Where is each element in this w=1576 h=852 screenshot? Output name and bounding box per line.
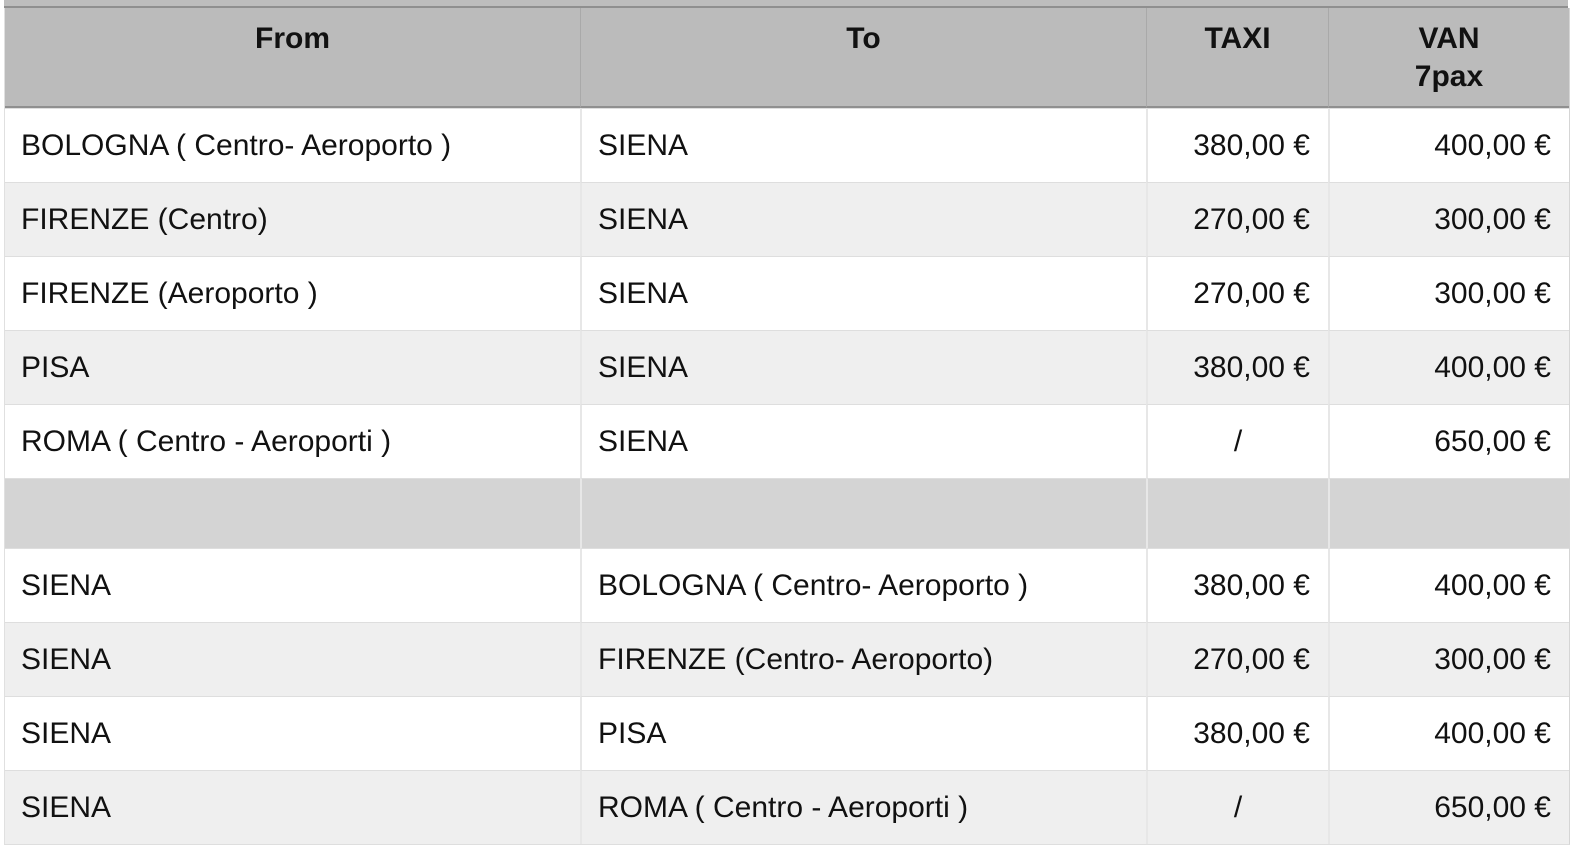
table-row: PISA SIENA 380,00 € 400,00 € xyxy=(5,330,1569,404)
separator-cell xyxy=(5,478,580,548)
table-top-edge xyxy=(4,0,1568,8)
table-row: BOLOGNA ( Centro- Aeroporto ) SIENA 380,… xyxy=(5,108,1569,182)
column-header-from: From xyxy=(5,8,580,108)
table-row: ROMA ( Centro - Aeroporti ) SIENA / 650,… xyxy=(5,404,1569,478)
cell-taxi: 380,00 € xyxy=(1146,548,1328,622)
separator-cell xyxy=(1146,478,1328,548)
separator-cell xyxy=(1328,478,1569,548)
cell-from: PISA xyxy=(5,330,580,404)
transfer-price-table: From To TAXI VAN 7pax BOLOGNA ( Centro- … xyxy=(4,8,1570,845)
cell-taxi: / xyxy=(1146,404,1328,478)
cell-van: 300,00 € xyxy=(1328,182,1569,256)
cell-to: SIENA xyxy=(580,330,1146,404)
cell-taxi: 270,00 € xyxy=(1146,622,1328,696)
cell-to: BOLOGNA ( Centro- Aeroporto ) xyxy=(580,548,1146,622)
cell-van: 650,00 € xyxy=(1328,770,1569,844)
cell-van: 400,00 € xyxy=(1328,696,1569,770)
cell-to: SIENA xyxy=(580,108,1146,182)
cell-from: SIENA xyxy=(5,622,580,696)
table-row: FIRENZE (Aeroporto ) SIENA 270,00 € 300,… xyxy=(5,256,1569,330)
cell-to: PISA xyxy=(580,696,1146,770)
cell-van: 300,00 € xyxy=(1328,622,1569,696)
cell-from: SIENA xyxy=(5,548,580,622)
cell-van: 300,00 € xyxy=(1328,256,1569,330)
table-row: SIENA FIRENZE (Centro- Aeroporto) 270,00… xyxy=(5,622,1569,696)
table-row: SIENA ROMA ( Centro - Aeroporti ) / 650,… xyxy=(5,770,1569,844)
cell-from: SIENA xyxy=(5,770,580,844)
cell-to: SIENA xyxy=(580,256,1146,330)
cell-van: 650,00 € xyxy=(1328,404,1569,478)
column-header-van: VAN 7pax xyxy=(1328,8,1569,108)
column-header-to: To xyxy=(580,8,1146,108)
header-row: From To TAXI VAN 7pax xyxy=(5,8,1569,108)
separator-cell xyxy=(580,478,1146,548)
cell-taxi: 380,00 € xyxy=(1146,696,1328,770)
cell-to: SIENA xyxy=(580,182,1146,256)
cell-van: 400,00 € xyxy=(1328,108,1569,182)
table-row: SIENA PISA 380,00 € 400,00 € xyxy=(5,696,1569,770)
cell-from: FIRENZE (Centro) xyxy=(5,182,580,256)
cell-taxi: / xyxy=(1146,770,1328,844)
cell-from: FIRENZE (Aeroporto ) xyxy=(5,256,580,330)
cell-taxi: 380,00 € xyxy=(1146,108,1328,182)
cell-from: BOLOGNA ( Centro- Aeroporto ) xyxy=(5,108,580,182)
cell-to: SIENA xyxy=(580,404,1146,478)
cell-from: SIENA xyxy=(5,696,580,770)
cell-taxi: 380,00 € xyxy=(1146,330,1328,404)
section-separator-row xyxy=(5,478,1569,548)
cell-taxi: 270,00 € xyxy=(1146,256,1328,330)
column-header-taxi: TAXI xyxy=(1146,8,1328,108)
cell-to: ROMA ( Centro - Aeroporti ) xyxy=(580,770,1146,844)
table-row: FIRENZE (Centro) SIENA 270,00 € 300,00 € xyxy=(5,182,1569,256)
cell-van: 400,00 € xyxy=(1328,548,1569,622)
cell-van: 400,00 € xyxy=(1328,330,1569,404)
cell-taxi: 270,00 € xyxy=(1146,182,1328,256)
table-row: SIENA BOLOGNA ( Centro- Aeroporto ) 380,… xyxy=(5,548,1569,622)
cell-to: FIRENZE (Centro- Aeroporto) xyxy=(580,622,1146,696)
cell-from: ROMA ( Centro - Aeroporti ) xyxy=(5,404,580,478)
